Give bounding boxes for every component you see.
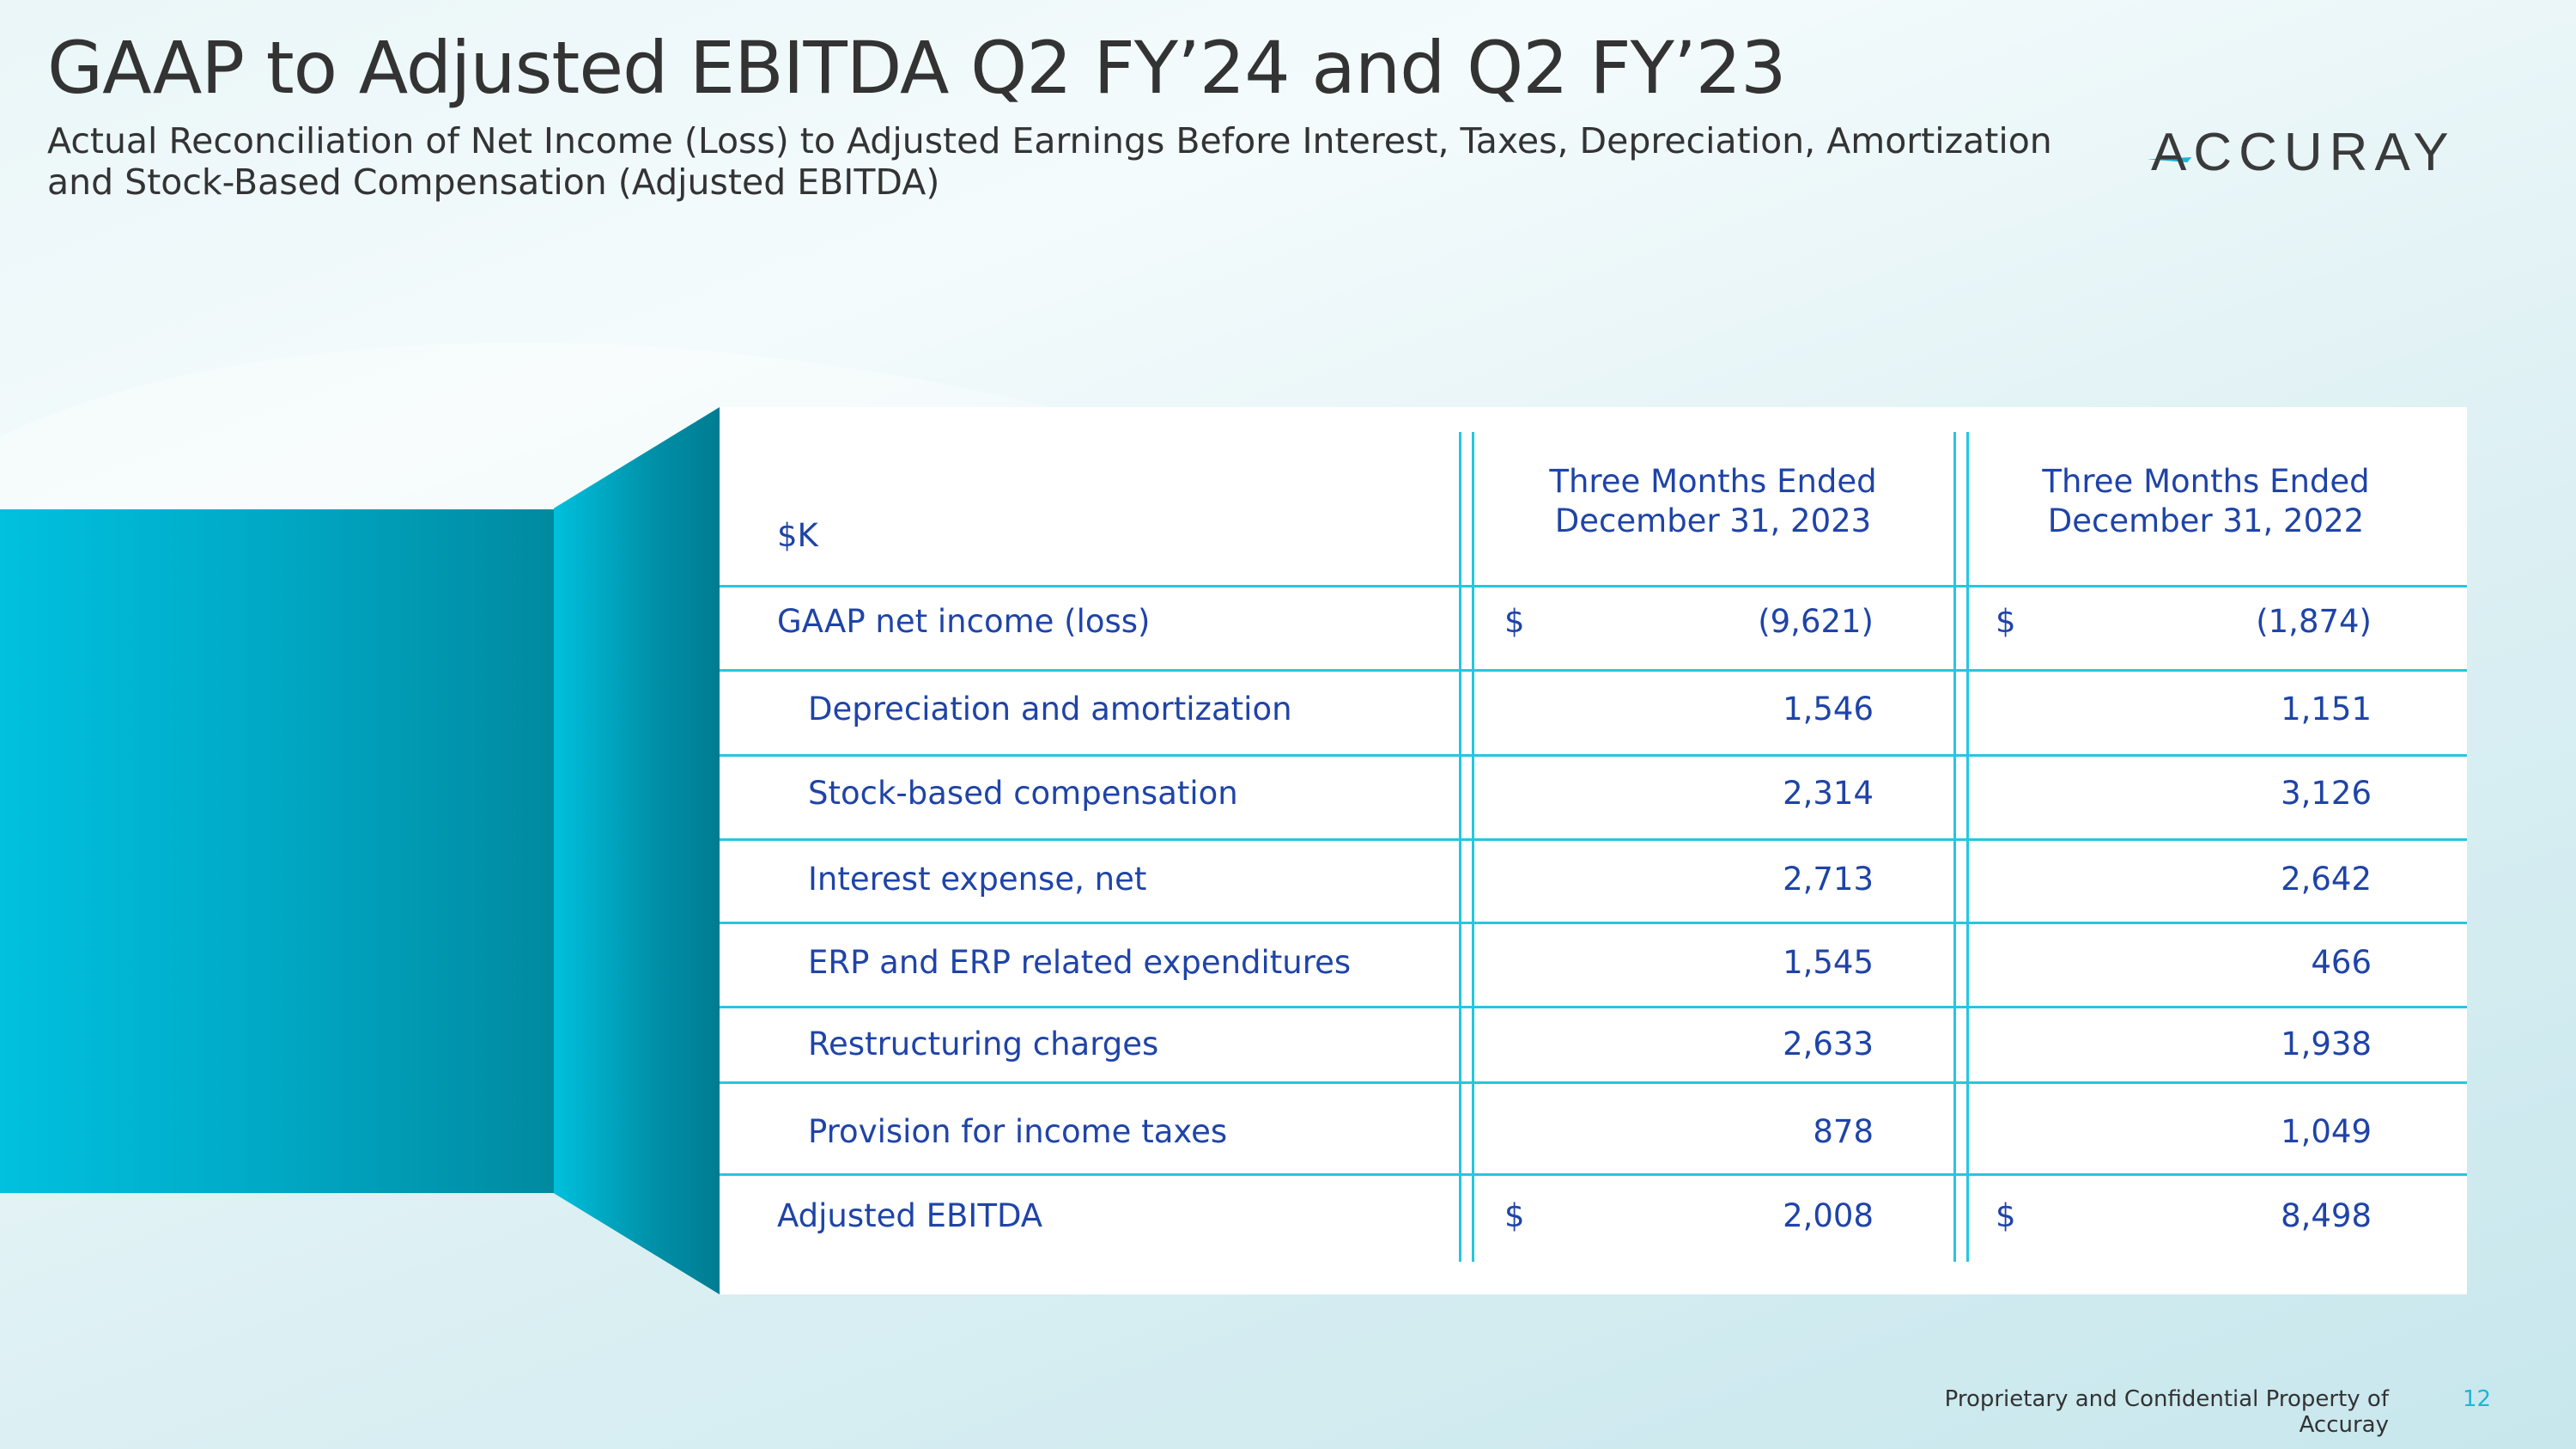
row-label: Provision for income taxes: [808, 1113, 1228, 1150]
row-divider: [720, 669, 2467, 672]
footer-text: Proprietary and Confidential Property of…: [1944, 1386, 2389, 1438]
row-divider: [720, 1006, 2467, 1008]
column-divider: [1472, 432, 1474, 1262]
value-2023: 878: [1813, 1113, 1874, 1150]
row-label: ERP and ERP related expenditures: [808, 944, 1352, 981]
value-2023: 2,713: [1783, 861, 1874, 898]
row-label: Interest expense, net: [808, 861, 1147, 898]
page-subtitle: Actual Reconciliation of Net Income (Los…: [47, 120, 2108, 203]
row-divider: [720, 585, 2467, 588]
header-line: Three Months Ended: [2042, 463, 2370, 500]
row-label: Depreciation and amortization: [808, 691, 1292, 728]
page-number: 12: [2463, 1386, 2492, 1412]
value-2023: 2,314: [1783, 775, 1874, 812]
decorative-block: [0, 509, 554, 1193]
column-divider: [1966, 432, 1969, 1262]
currency-symbol: $: [1996, 603, 2016, 640]
reconciliation-table: [720, 407, 2467, 1294]
row-label: GAAP net income (loss): [777, 603, 1151, 640]
value-2023: (9,621): [1758, 603, 1874, 640]
row-label: Stock-based compensation: [808, 775, 1238, 812]
value-2023: 2,633: [1783, 1026, 1874, 1062]
row-divider: [720, 838, 2467, 841]
unit-label: $K: [777, 517, 818, 554]
value-2022: 8,498: [2281, 1197, 2372, 1234]
header-line: Three Months Ended: [1549, 463, 1877, 500]
column-divider: [1459, 432, 1461, 1262]
row-divider: [720, 922, 2467, 924]
value-2022: 3,126: [2281, 775, 2372, 812]
value-2022: 1,938: [2281, 1026, 2372, 1062]
accuray-logo: ACCURAY: [2151, 123, 2456, 182]
value-2023: 1,546: [1783, 691, 1874, 728]
row-label: Adjusted EBITDA: [777, 1197, 1043, 1234]
value-2022: 2,642: [2281, 861, 2372, 898]
header-line: December 31, 2022: [2047, 502, 2365, 539]
value-2022: 1,049: [2281, 1113, 2372, 1150]
currency-symbol: $: [1504, 603, 1525, 640]
column-header-2022: Three Months Ended December 31, 2022: [1965, 462, 2446, 541]
value-2022: 1,151: [2281, 691, 2372, 728]
subtitle-line: Actual Reconciliation of Net Income (Los…: [47, 120, 2052, 161]
subtitle-line: and Stock-Based Compensation (Adjusted E…: [47, 161, 940, 203]
value-2022: (1,874): [2256, 603, 2372, 640]
column-header-2023: Three Months Ended December 31, 2023: [1473, 462, 1953, 541]
value-2023: 2,008: [1783, 1197, 1874, 1234]
row-divider: [720, 1081, 2467, 1084]
row-divider: [720, 754, 2467, 757]
value-2022: 466: [2311, 944, 2372, 981]
page-title: GAAP to Adjusted EBITDA Q2 FY’24 and Q2 …: [47, 26, 1787, 110]
row-label: Restructuring charges: [808, 1026, 1159, 1062]
row-divider: [720, 1173, 2467, 1176]
decorative-trapezoid: [554, 407, 720, 1294]
currency-symbol: $: [1504, 1197, 1525, 1234]
header-line: December 31, 2023: [1554, 502, 1872, 539]
value-2023: 1,545: [1783, 944, 1874, 981]
currency-symbol: $: [1996, 1197, 2016, 1234]
column-divider: [1953, 432, 1956, 1262]
